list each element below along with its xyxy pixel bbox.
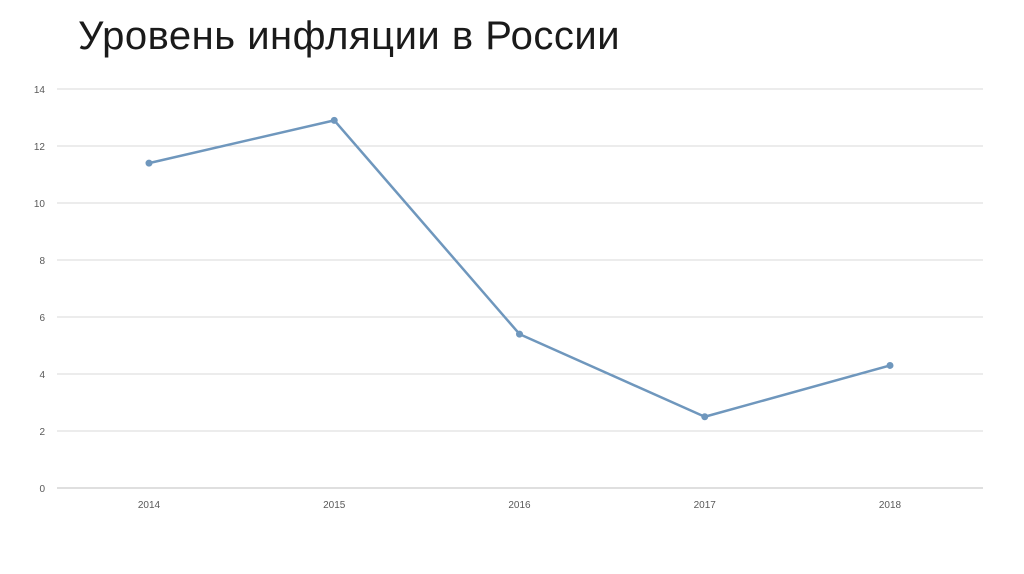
y-tick-label: 12 bbox=[34, 142, 46, 153]
x-tick-label: 2014 bbox=[138, 500, 161, 511]
series-line bbox=[148, 119, 891, 418]
data-point bbox=[886, 361, 894, 369]
data-point bbox=[330, 116, 338, 124]
y-tick-label: 4 bbox=[39, 370, 45, 381]
data-point bbox=[516, 330, 523, 338]
series-layer bbox=[145, 116, 894, 421]
x-tick-label: 2016 bbox=[508, 500, 531, 511]
x-tick-label: 2015 bbox=[323, 500, 346, 511]
x-tick-label: 2017 bbox=[694, 500, 717, 511]
y-tick-label: 6 bbox=[39, 313, 45, 324]
y-tick-label: 10 bbox=[34, 199, 46, 210]
page-title: Уровень инфляции в России bbox=[78, 14, 621, 58]
y-tick-labels: 0 2 4 6 8 10 12 14 bbox=[34, 85, 46, 495]
data-point bbox=[701, 413, 709, 421]
x-tick-label: 2018 bbox=[879, 500, 902, 511]
y-tick-label: 14 bbox=[34, 85, 46, 96]
y-tick-label: 2 bbox=[39, 427, 45, 438]
gridlines bbox=[57, 88, 983, 432]
y-tick-label: 8 bbox=[39, 256, 45, 267]
data-point bbox=[145, 159, 153, 167]
y-tick-label: 0 bbox=[39, 484, 45, 495]
x-tick-labels: 2014 2015 2016 2017 2018 bbox=[138, 500, 902, 511]
